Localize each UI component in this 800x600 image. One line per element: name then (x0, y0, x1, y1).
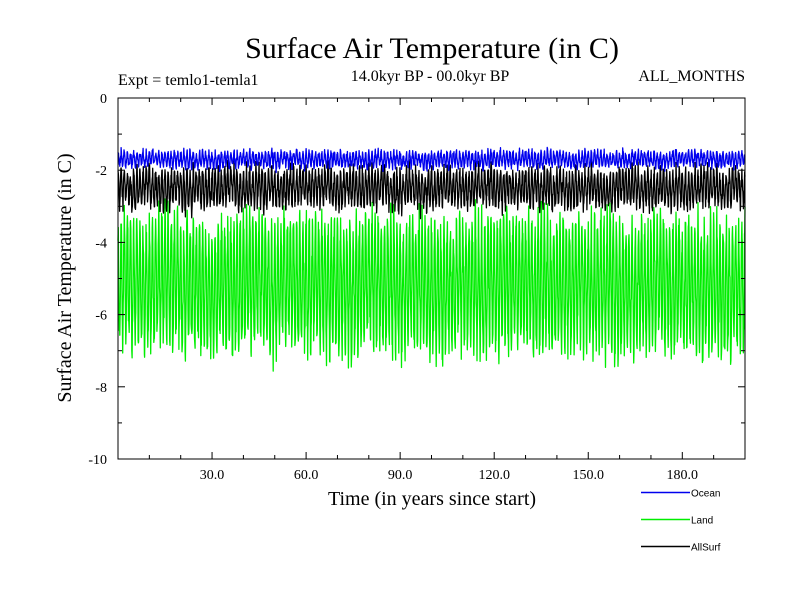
y-tick-label: -6 (95, 309, 107, 324)
experiment-label: Expt = temlo1-temla1 (118, 72, 259, 89)
legend: Ocean Land AllSurf (641, 489, 721, 554)
y-tick-label: -10 (88, 453, 107, 468)
axis-ticks: 30.0 60.0 90.0 120.0 150.0 180.0 0 -2 -4 -6 -8 -10 (88, 92, 745, 483)
series-line-allsurf (117, 158, 746, 220)
x-tick-label: 30.0 (200, 468, 225, 483)
x-axis-label: Time (in years since start) (328, 488, 536, 510)
x-tick-label: 180.0 (667, 468, 699, 483)
y-tick-label: 0 (100, 92, 107, 107)
legend-label-ocean: Ocean (691, 489, 720, 500)
x-tick-label: 120.0 (478, 468, 510, 483)
y-axis-label: Surface Air Temperature (in C) (54, 153, 76, 402)
y-tick-label: -8 (95, 381, 107, 396)
series-layer (117, 146, 746, 372)
legend-label-land: Land (691, 516, 713, 527)
y-tick-label: -4 (95, 236, 107, 251)
legend-label-allsurf: AllSurf (691, 543, 721, 554)
series-line-land (117, 198, 746, 372)
series-line-ocean (117, 146, 746, 174)
x-tick-label: 60.0 (294, 468, 319, 483)
chart-subtitle: 14.0kyr BP - 00.0kyr BP (351, 68, 510, 85)
chart-title: Surface Air Temperature (in C) (245, 32, 619, 65)
x-tick-label: 150.0 (573, 468, 605, 483)
months-label: ALL_MONTHS (638, 68, 745, 85)
x-tick-label: 90.0 (388, 468, 413, 483)
y-tick-label: -2 (95, 164, 107, 179)
